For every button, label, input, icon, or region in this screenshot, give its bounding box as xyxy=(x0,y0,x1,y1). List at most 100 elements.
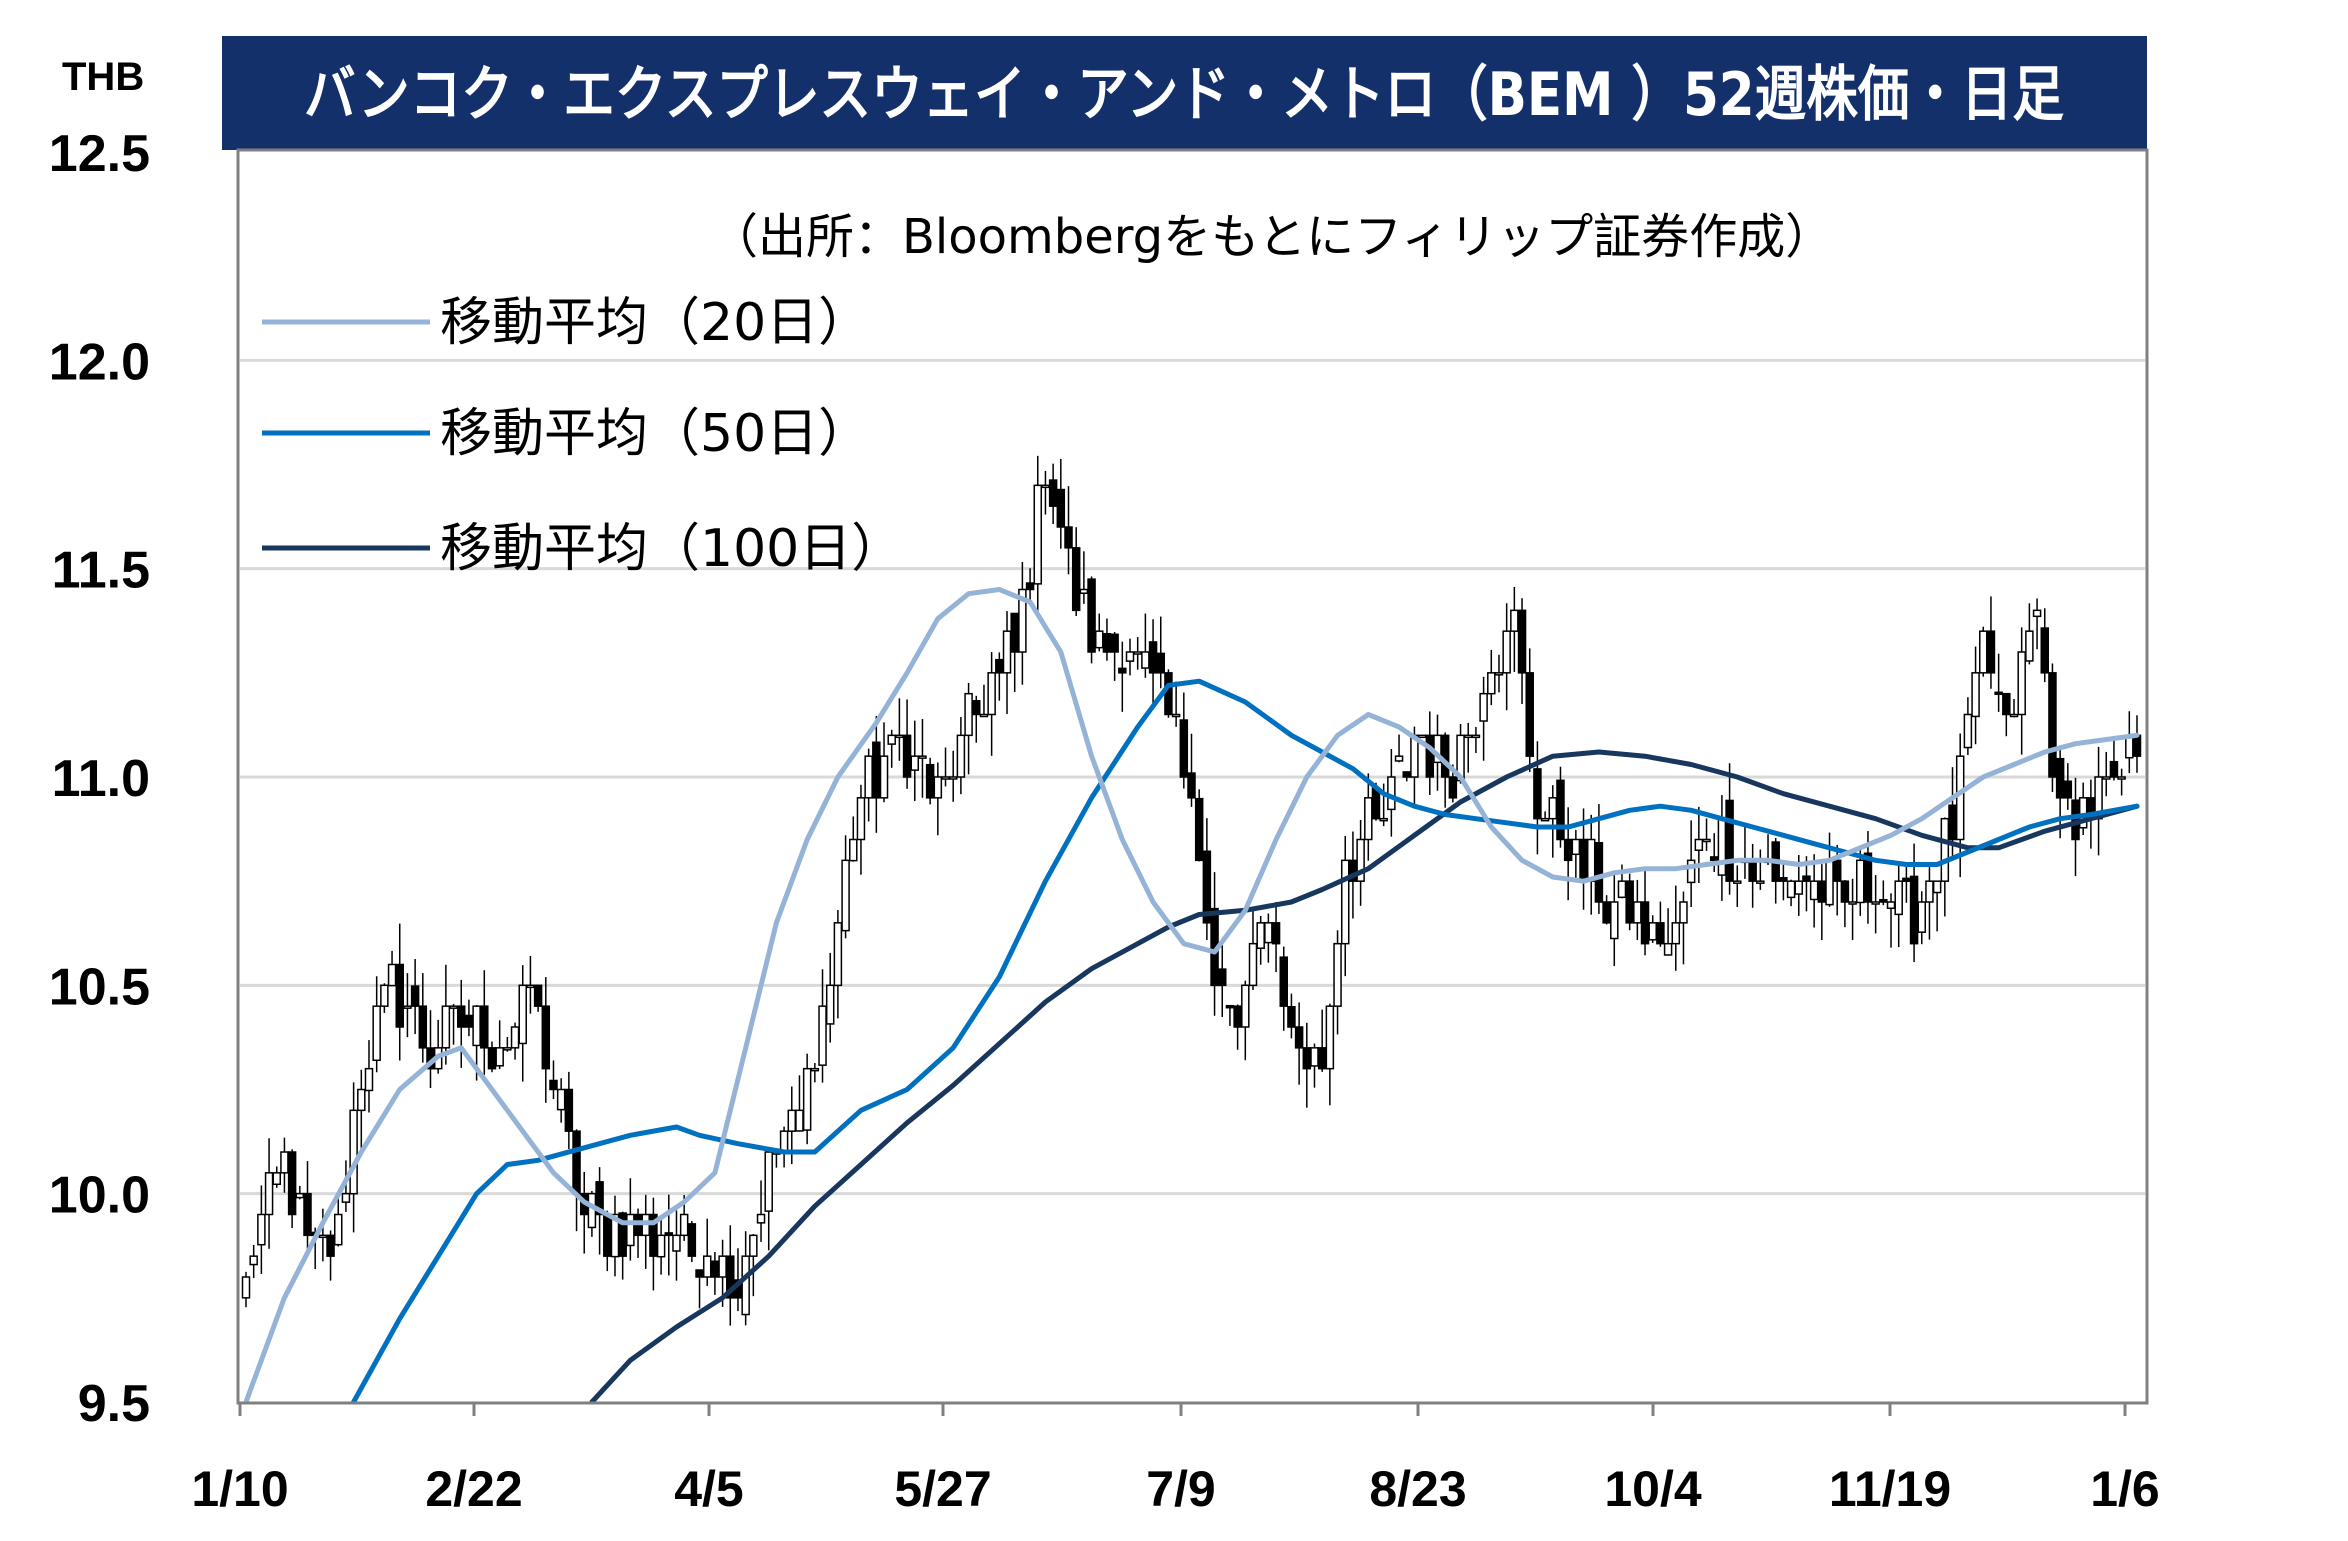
candle xyxy=(1164,669,1173,718)
candle xyxy=(357,1069,366,1151)
candle xyxy=(764,1150,773,1251)
candle xyxy=(1479,676,1488,761)
candle xyxy=(956,717,966,795)
candle xyxy=(287,1149,297,1229)
candle xyxy=(1156,616,1166,689)
candle xyxy=(1671,885,1681,971)
candle xyxy=(1540,811,1550,822)
candle xyxy=(1325,1003,1335,1106)
x-tick-label: 1/6 xyxy=(2090,1461,2160,1517)
candle xyxy=(1702,818,1711,851)
candle xyxy=(802,1053,812,1145)
candle xyxy=(303,1161,312,1257)
candle xyxy=(480,970,489,1075)
candle xyxy=(1217,940,1227,1018)
candle xyxy=(1056,458,1066,549)
candle xyxy=(972,695,981,743)
candle xyxy=(2040,608,2050,683)
plot-area-border xyxy=(236,148,2149,1405)
candle xyxy=(1694,806,1704,883)
candle xyxy=(1686,820,1696,907)
candle xyxy=(533,984,543,1012)
y-tick-label: 12.5 xyxy=(49,125,150,183)
candle xyxy=(2048,663,2057,792)
candle xyxy=(403,973,412,1038)
ma50-line xyxy=(351,678,2140,1405)
chart-title: バンコク・エクスプレスウェイ・アンド・メトロ（BEM ）52週株価・日足 xyxy=(304,60,2064,130)
candle xyxy=(364,1040,374,1113)
candle xyxy=(2002,692,2011,737)
x-tick-label: 2/22 xyxy=(425,1461,522,1517)
candle xyxy=(1871,875,1880,934)
candle xyxy=(1594,804,1604,914)
candle xyxy=(1110,632,1119,681)
candle xyxy=(1979,626,1988,677)
candle xyxy=(1171,681,1181,727)
candle xyxy=(395,923,404,1061)
x-tick-label: 8/23 xyxy=(1369,1461,1466,1517)
candle xyxy=(564,1071,574,1149)
candle xyxy=(918,719,927,798)
candle xyxy=(849,816,858,862)
candle xyxy=(1194,789,1204,862)
candle xyxy=(1125,638,1135,676)
candle xyxy=(1417,734,1427,739)
candle xyxy=(1879,880,1888,906)
candle xyxy=(1986,596,1996,689)
candle xyxy=(1187,733,1196,807)
candle xyxy=(1656,901,1665,947)
candle xyxy=(410,959,420,1035)
candle xyxy=(1202,818,1212,941)
candle xyxy=(1963,697,1973,756)
candle xyxy=(833,910,843,1019)
candle xyxy=(925,757,935,805)
candle xyxy=(1494,654,1504,693)
candle xyxy=(1517,598,1527,704)
candle xyxy=(664,1194,674,1276)
y-tick-label: 10.0 xyxy=(49,1167,150,1225)
candle xyxy=(249,1244,258,1279)
candle xyxy=(933,762,943,836)
y-tick-label: 9.5 xyxy=(78,1375,150,1433)
candle xyxy=(1087,576,1096,664)
candle xyxy=(1018,561,1027,685)
x-axis-ticks: 1/10 2/22 4/5 5/27 7/9 8/23 10/4 11/19 1/6 xyxy=(191,1402,2160,1517)
candle xyxy=(441,964,451,1065)
moving-averages xyxy=(243,587,2140,1405)
candle xyxy=(264,1138,274,1249)
candle xyxy=(1333,930,1342,1035)
candle xyxy=(1679,891,1688,965)
candle xyxy=(879,722,889,803)
y-unit-label: THB xyxy=(62,55,144,99)
candle xyxy=(1471,727,1481,753)
y-tick-label: 10.5 xyxy=(49,958,150,1016)
candle xyxy=(1625,873,1634,931)
candle xyxy=(1940,817,1950,917)
candle xyxy=(1756,849,1765,890)
candle xyxy=(1525,648,1534,772)
candle xyxy=(687,1221,697,1263)
candle xyxy=(979,684,989,718)
candle xyxy=(1971,646,1980,745)
candle xyxy=(272,1166,281,1188)
candle xyxy=(1271,901,1281,973)
candle xyxy=(257,1185,266,1274)
y-tick-label: 12.0 xyxy=(49,333,150,391)
candle xyxy=(495,1020,504,1070)
candle xyxy=(1071,527,1081,617)
candle xyxy=(1610,870,1619,967)
candle xyxy=(672,1210,681,1281)
candle xyxy=(1394,734,1404,763)
candle xyxy=(2117,768,2126,796)
candle xyxy=(1894,865,1903,948)
legend: 移動平均（20日） 移動平均（50日） 移動平均（100日） xyxy=(262,293,903,579)
candle xyxy=(1733,865,1742,907)
candle xyxy=(1556,766,1565,848)
candle xyxy=(2109,738,2119,781)
candle xyxy=(887,729,896,768)
x-tick-label: 7/9 xyxy=(1146,1461,1216,1517)
candle xyxy=(1340,836,1350,977)
candle xyxy=(1179,692,1189,789)
legend-label-ma20: 移動平均（20日） xyxy=(440,293,870,353)
candle xyxy=(241,1271,251,1308)
